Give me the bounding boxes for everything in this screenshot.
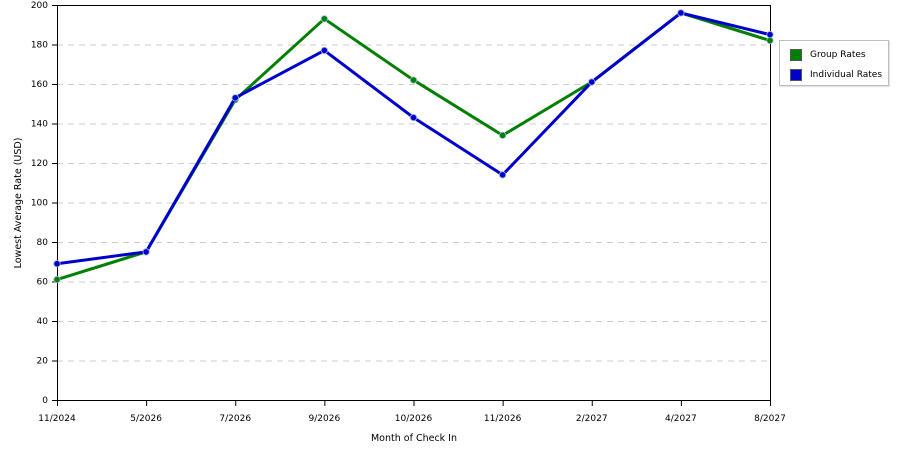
legend-item-group-rates: Group Rates: [790, 48, 866, 62]
series-lines: [53, 9, 774, 284]
y-tick-label: 160: [31, 80, 48, 90]
data-point-individual-rates: [677, 9, 685, 17]
series-line-individual-rates: [55, 11, 772, 266]
grid-lines: [57, 5, 770, 362]
x-tick-label: 5/2026: [130, 414, 162, 424]
data-point-individual-rates: [409, 113, 418, 122]
axes: [52, 5, 771, 406]
legend-item-individual-rates: Individual Rates: [790, 68, 882, 82]
y-tick-label: 60: [37, 278, 49, 288]
series-line-group-rates: [55, 11, 772, 282]
legend-swatch-group-rates: [790, 49, 802, 61]
y-tick-label: 100: [31, 199, 48, 209]
legend-label-individual-rates: Individual Rates: [810, 70, 883, 80]
x-tick-label: 8/2027: [754, 414, 786, 424]
data-point-group-rates: [320, 15, 328, 23]
y-tick-label: 120: [31, 159, 48, 169]
y-axis-title: Lowest Average Rate (USD): [13, 138, 24, 269]
data-point-group-rates: [409, 76, 418, 84]
x-tick-labels: 11/2024 5/2026 7/2026 9/2026 10/2026 11/2026 2…: [38, 414, 786, 424]
x-axis-title: Month of Check In: [371, 433, 457, 444]
data-point-individual-rates: [53, 260, 61, 268]
y-tick-label: 200: [31, 1, 48, 11]
y-tick-label: 80: [37, 238, 49, 248]
data-point-group-rates: [766, 36, 774, 45]
y-tick-labels: 0 20 40 60 80 100 120 140 160 180 200: [31, 1, 48, 406]
data-point-individual-rates: [320, 46, 328, 55]
data-point-individual-rates: [231, 94, 239, 102]
data-point-group-rates: [499, 131, 507, 139]
y-tick-label: 0: [42, 396, 48, 406]
data-point-group-rates: [53, 275, 61, 284]
data-point-individual-rates: [499, 171, 507, 179]
y-tick-label: 140: [31, 120, 48, 130]
legend-label-group-rates: Group Rates: [810, 50, 866, 60]
x-tick-label: 2/2027: [576, 414, 608, 424]
legend: Group Rates Individual Rates: [779, 40, 889, 86]
x-tick-label: 11/2024: [38, 414, 76, 424]
data-point-individual-rates: [142, 248, 150, 256]
x-tick-label: 11/2026: [484, 414, 522, 424]
data-point-individual-rates: [588, 78, 596, 86]
y-tick-label: 20: [37, 357, 49, 367]
x-tick-label: 4/2027: [665, 414, 697, 424]
legend-swatch-individual-rates: [790, 69, 802, 81]
data-point-individual-rates: [766, 31, 774, 39]
x-tick-label: 10/2026: [395, 414, 433, 424]
x-tick-label: 7/2026: [219, 414, 251, 424]
y-tick-label: 180: [31, 41, 48, 51]
x-tick-label: 9/2026: [309, 414, 341, 424]
y-tick-label: 40: [37, 317, 49, 327]
